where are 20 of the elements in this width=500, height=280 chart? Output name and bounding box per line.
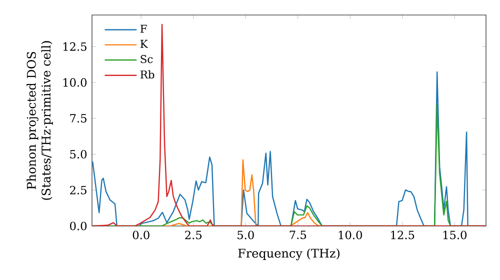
legend-label: Rb: [140, 70, 154, 79]
x-tick-label: 0.0: [132, 230, 150, 240]
y-tick-label: 5.0: [70, 150, 87, 159]
x-tick-label: 10.0: [338, 230, 362, 240]
legend-label: Sc: [140, 55, 153, 64]
y-tick-label: 10.0: [63, 78, 87, 87]
line-series: [92, 24, 486, 226]
legend-label: F: [140, 24, 147, 33]
y-axis-title: Phonon projected DOS (States/THz·primitive cell): [26, 41, 53, 200]
y-tick-label: 0.0: [70, 222, 87, 230]
x-tick-label: 12.5: [391, 230, 414, 240]
x-tick-label: 7.5: [290, 230, 306, 240]
x-tick-label: 5.0: [238, 230, 254, 240]
legend-label: K: [140, 40, 148, 48]
y-tick-label: 2.5: [70, 186, 86, 194]
y-tick-label: 12.5: [63, 42, 86, 51]
y-tick-label: 7.5: [70, 114, 86, 123]
x-axis-title: Frequency (THz): [238, 248, 340, 260]
x-tick-label: 2.5: [185, 230, 202, 240]
x-tick-label: 15.0: [443, 230, 467, 240]
